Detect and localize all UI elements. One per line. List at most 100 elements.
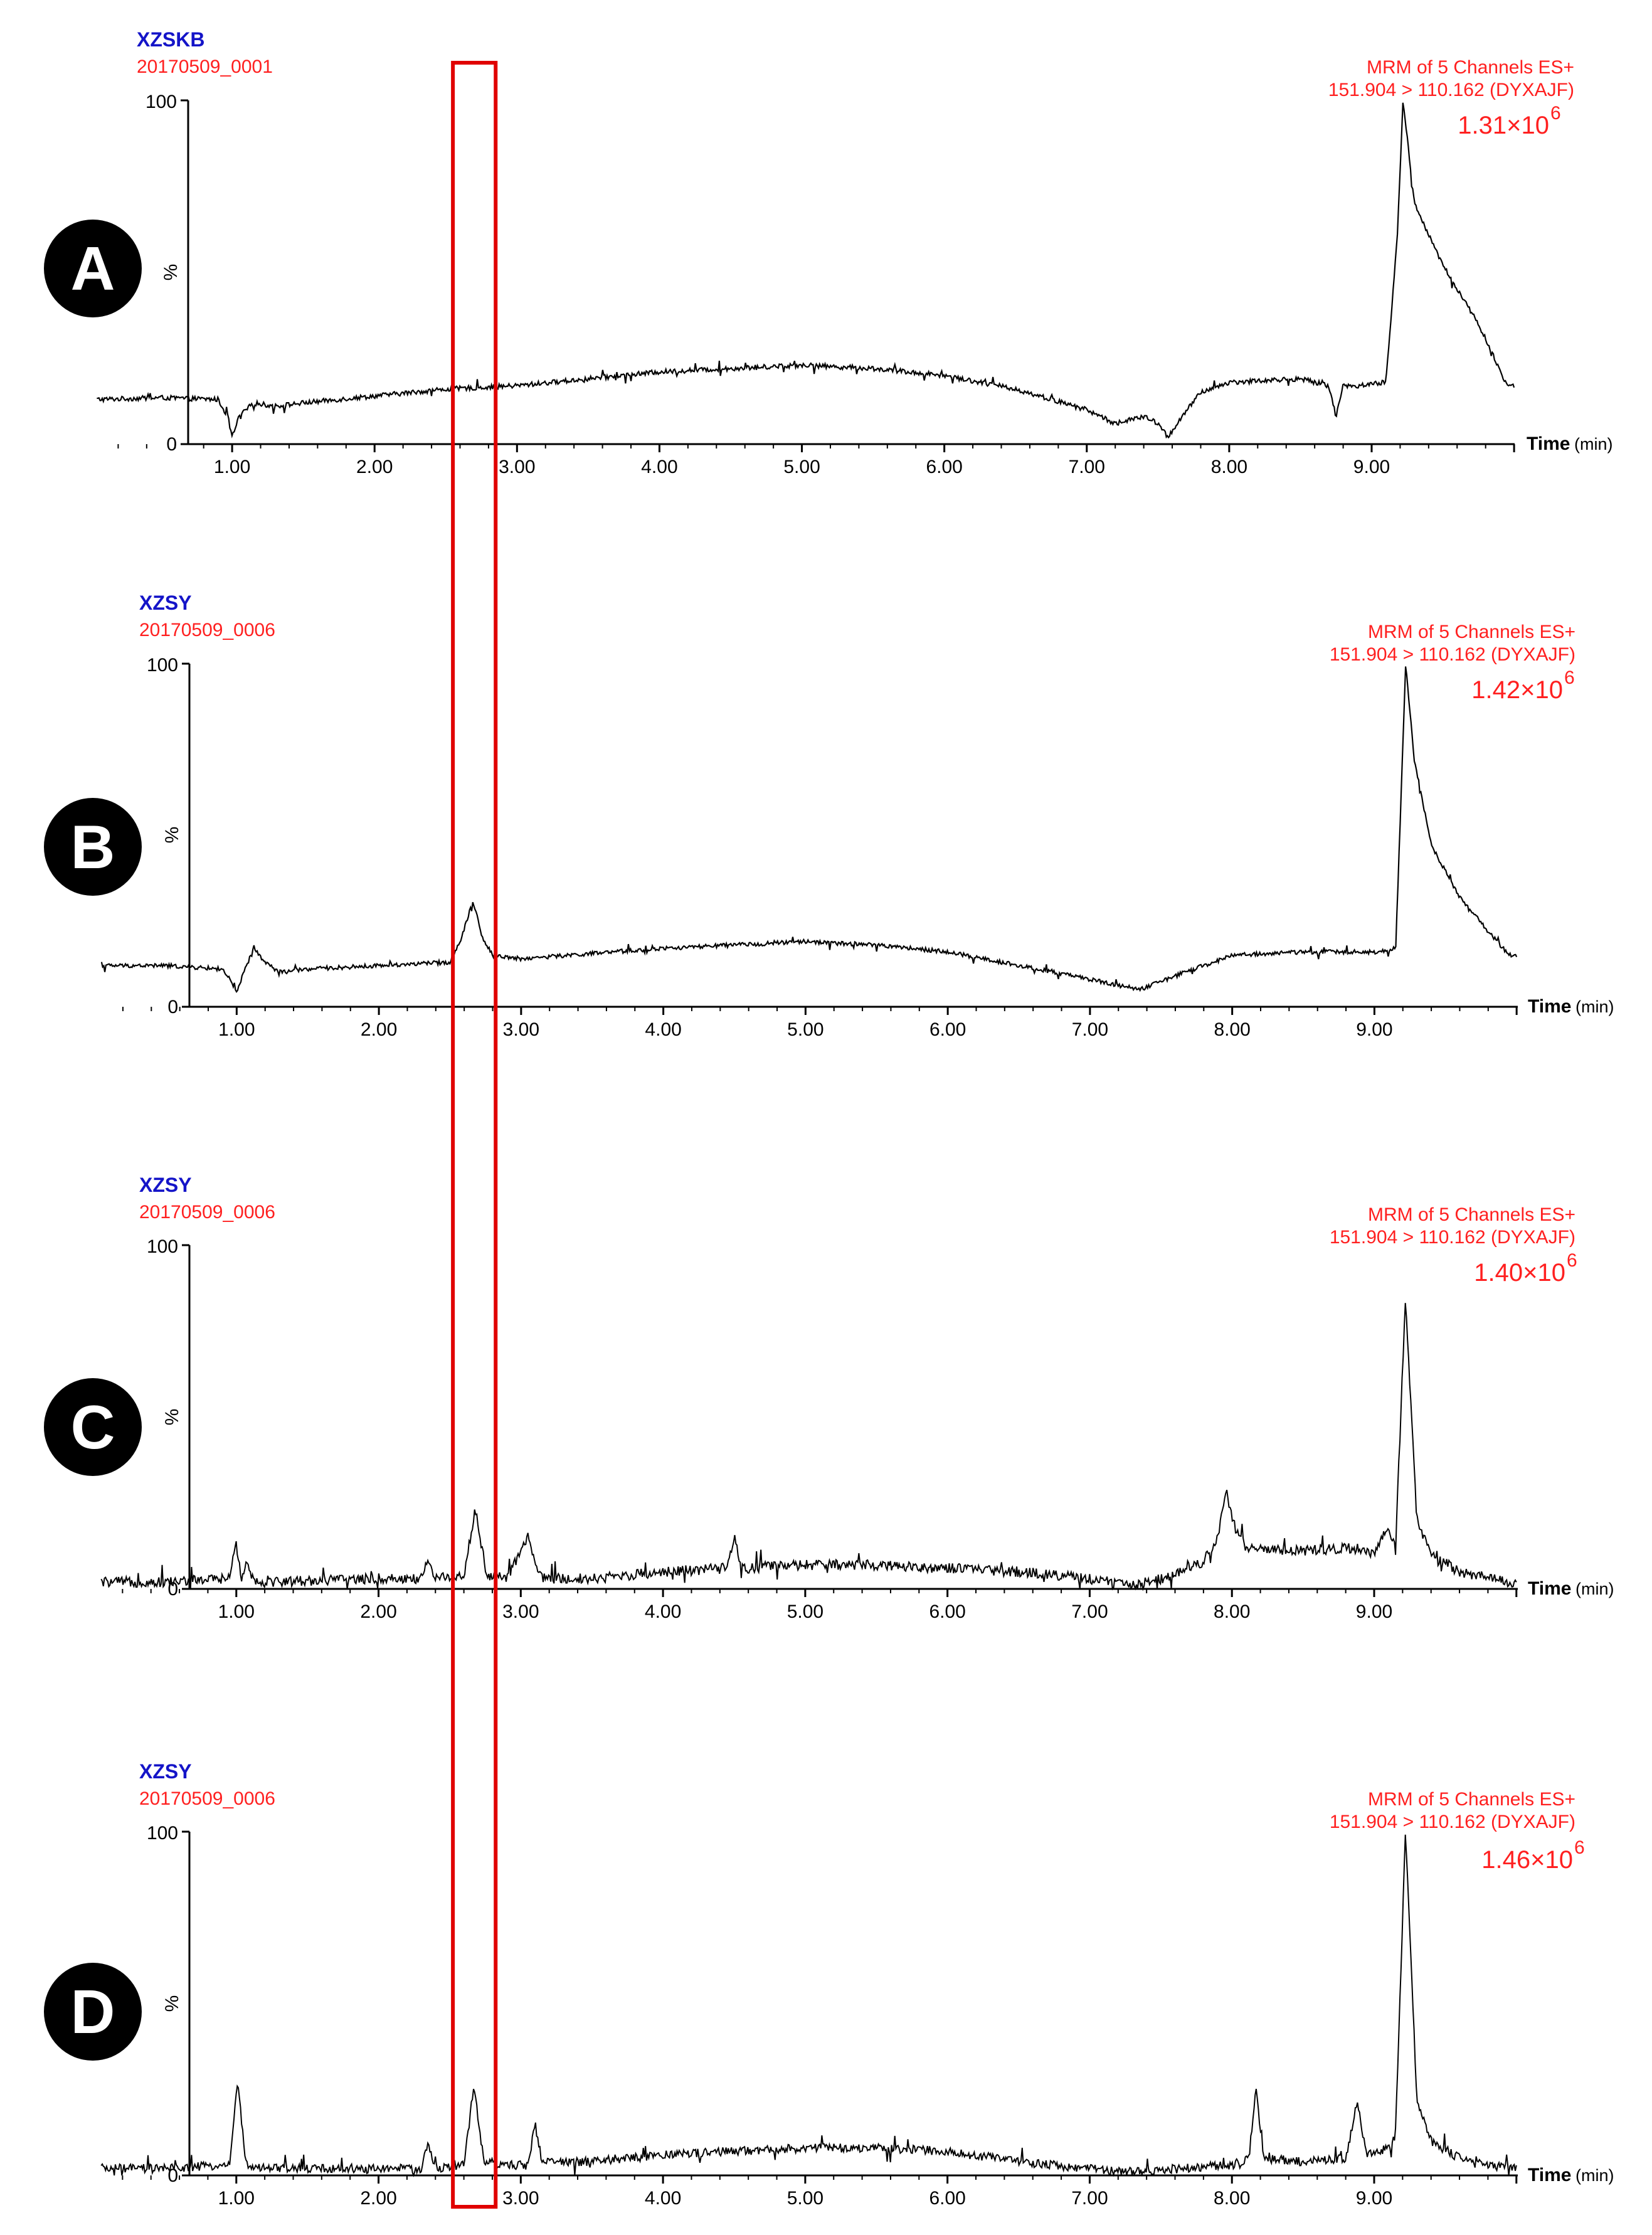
x-tick-label: 9.00: [1356, 1601, 1392, 1622]
intensity-exponent: 6: [1574, 1837, 1585, 1858]
x-tick-label: 2.00: [360, 1601, 396, 1622]
panel-badge-c: C: [44, 1378, 142, 1476]
intensity-exponent: 6: [1550, 103, 1561, 124]
x-tick-label: 5.00: [787, 2188, 823, 2209]
panel-d: D XZSY 20170509_0006 MRM of 5 Channels E…: [44, 1760, 1614, 2209]
panel-badge-d: D: [44, 1963, 142, 2061]
panel-letter-c: C: [71, 1393, 115, 1462]
max-intensity: 1.42×10: [1471, 676, 1563, 704]
x-ticks: [122, 1007, 1518, 1015]
y-tick-label-0: 0: [167, 997, 178, 1017]
y-tick-label-100: 100: [147, 655, 178, 676]
x-tick-label: 5.00: [783, 457, 820, 477]
x-tick-label: 9.00: [1356, 1019, 1392, 1040]
y-axis-label: %: [161, 264, 181, 281]
x-axis-label: Time: [1528, 996, 1571, 1017]
badge-circle: [44, 1963, 142, 2061]
x-tick-label: 8.00: [1211, 457, 1247, 477]
y-tick-label-0: 0: [167, 2165, 178, 2186]
chromatogram-trace: [97, 102, 1515, 439]
x-axis-label: Time: [1527, 433, 1570, 454]
max-intensity: 1.31×10: [1458, 112, 1549, 139]
x-tick-label: 6.00: [929, 1019, 966, 1040]
x-tick-label: 9.00: [1356, 2188, 1392, 2209]
x-tick-label: 3.00: [502, 2188, 539, 2209]
x-tick-label: 8.00: [1214, 1019, 1250, 1040]
sample-name: XZSY: [139, 1760, 192, 1783]
badge-circle: [44, 220, 142, 317]
x-tick-label: 2.00: [356, 457, 393, 477]
x-tick-label: 3.00: [503, 1019, 539, 1040]
intensity-exponent: 6: [1567, 1250, 1577, 1271]
x-tick-labels: 1.00 2.00 3.00 4.00 5.00 6.00 7.00 8.00 9.00: [214, 457, 1390, 477]
y-tick-label-100: 100: [146, 92, 177, 112]
chromatogram-trace: [100, 1303, 1517, 1591]
panel-badge-a: A: [44, 220, 142, 317]
chromatogram-trace: [100, 1834, 1517, 2177]
x-tick-labels: 1.00 2.00 3.00 4.00 5.00 6.00 7.00 8.00 9.00: [218, 1019, 1392, 1040]
x-tick-label: 1.00: [218, 1019, 255, 1040]
x-axis-unit: (min): [1574, 435, 1613, 454]
badge-circle: [44, 1378, 142, 1476]
y-tick-label-100: 100: [147, 1823, 178, 1844]
highlight-box: [451, 61, 498, 2209]
intensity-exponent: 6: [1564, 667, 1575, 688]
x-tick-labels: 1.00 2.00 3.00 4.00 5.00 6.00 7.00 8.00 9.00: [218, 1601, 1393, 1622]
channel-transition: 151.904 > 110.162 (DYXAJF): [1330, 1227, 1575, 1248]
chromatogram-trace: [100, 666, 1518, 993]
x-axis-label: Time: [1528, 2165, 1571, 2185]
x-axis-unit: (min): [1575, 997, 1614, 1016]
channel-transition: 151.904 > 110.162 (DYXAJF): [1330, 1812, 1575, 1832]
y-axis-label: %: [162, 1409, 183, 1426]
badge-circle: [44, 798, 142, 896]
channel-transition: 151.904 > 110.162 (DYXAJF): [1330, 644, 1575, 665]
x-tick-label: 5.00: [787, 1019, 823, 1040]
x-tick-label: 7.00: [1069, 457, 1105, 477]
x-tick-label: 6.00: [929, 1601, 965, 1622]
x-tick-label: 6.00: [929, 2188, 965, 2209]
channel-title: MRM of 5 Channels ES+: [1367, 57, 1574, 78]
panel-a: A XZSKB 20170509_0001 MRM of 5 Channels …: [44, 28, 1613, 477]
x-tick-label: 1.00: [218, 1601, 255, 1622]
x-tick-label: 2.00: [361, 1019, 397, 1040]
x-tick-label: 7.00: [1072, 1019, 1108, 1040]
x-tick-label: 4.00: [645, 1601, 681, 1622]
x-tick-labels: 1.00 2.00 3.00 4.00 5.00 6.00 7.00 8.00 9.00: [218, 2188, 1393, 2209]
max-intensity: 1.40×10: [1474, 1259, 1565, 1287]
x-tick-label: 4.00: [645, 2188, 681, 2209]
x-axis-unit: (min): [1575, 1579, 1614, 1598]
sample-name: XZSKB: [137, 28, 204, 51]
x-tick-label: 4.00: [641, 457, 677, 477]
x-tick-label: 7.00: [1071, 1601, 1108, 1622]
y-axis-label: %: [162, 827, 183, 844]
panel-badge-b: B: [44, 798, 142, 896]
run-id: 20170509_0006: [139, 1788, 275, 1809]
x-tick-label: 1.00: [214, 457, 250, 477]
x-axis-label: Time: [1528, 1578, 1571, 1599]
run-id: 20170509_0001: [137, 56, 273, 77]
panel-b: B XZSY 20170509_0006 MRM of 5 Channels E…: [44, 592, 1614, 1040]
max-intensity: 1.46×10: [1481, 1846, 1573, 1874]
x-tick-label: 9.00: [1353, 457, 1390, 477]
panel-c: C XZSY 20170509_0006 MRM of 5 Channels E…: [44, 1174, 1614, 1622]
channel-title: MRM of 5 Channels ES+: [1368, 1789, 1575, 1810]
run-id: 20170509_0006: [139, 1202, 275, 1223]
x-tick-label: 3.00: [499, 457, 535, 477]
y-tick-label-0: 0: [166, 434, 177, 455]
x-axis-unit: (min): [1575, 2166, 1614, 2185]
sample-name: XZSY: [139, 592, 192, 614]
x-tick-label: 8.00: [1214, 2188, 1250, 2209]
x-tick-label: 6.00: [926, 457, 962, 477]
y-tick-label-100: 100: [147, 1236, 178, 1257]
x-tick-label: 2.00: [360, 2188, 396, 2209]
channel-title: MRM of 5 Channels ES+: [1368, 1204, 1575, 1225]
y-axis-label: %: [162, 1995, 183, 2012]
panel-letter-a: A: [71, 234, 115, 303]
panel-letter-b: B: [71, 812, 115, 881]
x-tick-label: 8.00: [1214, 1601, 1250, 1622]
x-tick-label: 1.00: [218, 2188, 255, 2209]
sample-name: XZSY: [139, 1174, 192, 1196]
panel-letter-d: D: [71, 1977, 115, 2046]
x-tick-label: 4.00: [645, 1019, 681, 1040]
